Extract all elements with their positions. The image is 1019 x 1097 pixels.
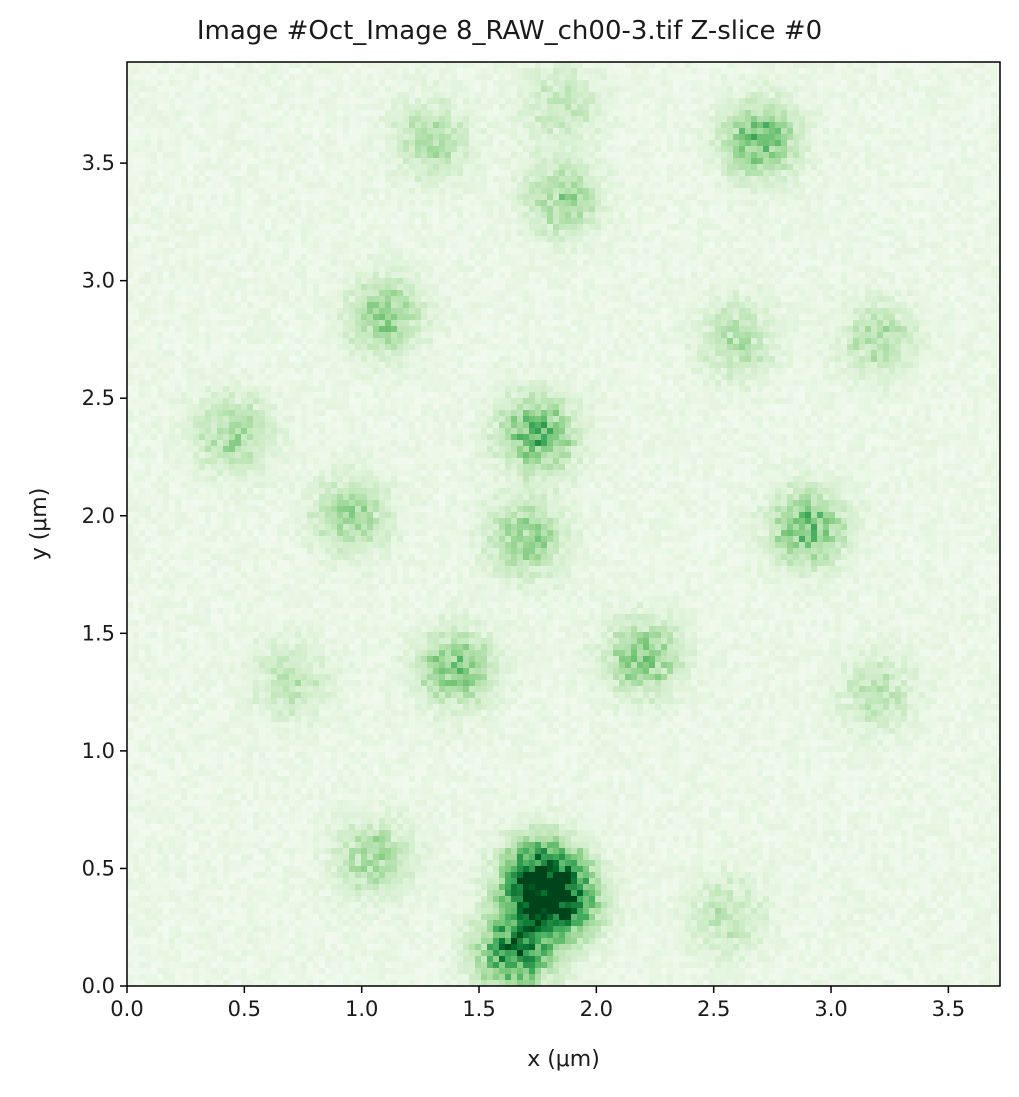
heatmap-image xyxy=(127,62,1001,987)
y-tick-label: 2.5 xyxy=(82,386,115,410)
x-tick-label: 1.0 xyxy=(345,997,378,1021)
x-tick-label: 1.5 xyxy=(462,997,495,1021)
x-tick-label: 2.5 xyxy=(697,997,730,1021)
x-axis-label: x (μm) xyxy=(527,1047,600,1072)
y-tick-label: 0.0 xyxy=(82,974,115,998)
y-tick-label: 1.0 xyxy=(82,739,115,763)
y-axis: 0.0 0.5 1.0 1.5 2.0 2.5 3.0 3.5 xyxy=(82,151,127,998)
x-tick-label: 3.5 xyxy=(932,997,965,1021)
x-tick-label: 3.0 xyxy=(814,997,847,1021)
y-axis-label: y (μm) xyxy=(27,488,52,561)
y-tick-label: 0.5 xyxy=(82,856,115,880)
y-tick-label: 3.5 xyxy=(82,151,115,175)
x-axis: 0.0 0.5 1.0 1.5 2.0 2.5 3.0 3.5 xyxy=(110,986,965,1021)
y-tick-label: 3.0 xyxy=(82,269,115,293)
y-tick-label: 2.0 xyxy=(82,504,115,528)
x-tick-label: 0.5 xyxy=(228,997,261,1021)
x-tick-label: 0.0 xyxy=(110,997,143,1021)
y-tick-label: 1.5 xyxy=(82,621,115,645)
x-tick-label: 2.0 xyxy=(580,997,613,1021)
